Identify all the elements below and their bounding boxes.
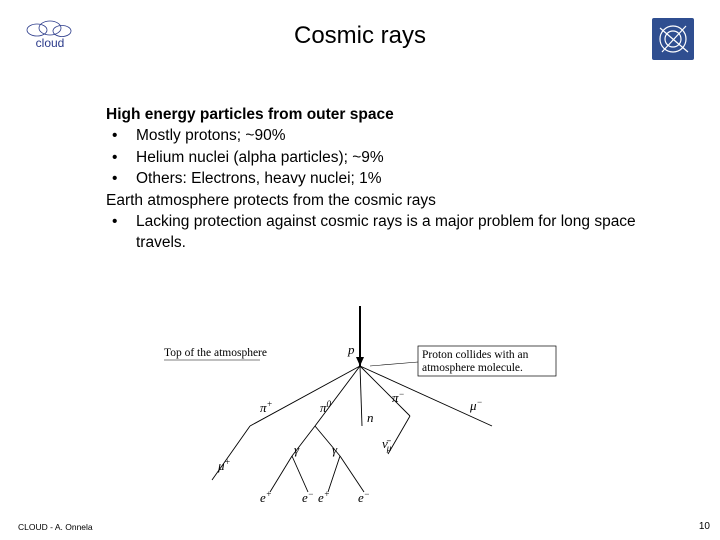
slide-title: Cosmic rays — [0, 22, 720, 50]
svg-text:e−: e− — [358, 489, 370, 505]
diagram-label-right-1: Proton collides with an — [422, 349, 529, 361]
svg-text:μ+: μ+ — [217, 457, 231, 473]
heading-2: Earth atmosphere protects from the cosmi… — [106, 190, 656, 211]
diagram-label-left: Top of the atmosphere — [164, 347, 267, 359]
svg-text:e+: e+ — [260, 489, 272, 505]
svg-text:γ: γ — [294, 442, 300, 457]
page-number: 10 — [699, 521, 710, 532]
svg-text:μ−: μ− — [469, 397, 483, 413]
cern-logo — [652, 18, 694, 60]
cosmic-ray-diagram: Top of the atmosphere Proton collides wi… — [160, 306, 560, 508]
svg-text:π−: π− — [392, 389, 405, 405]
svg-text:e+: e+ — [318, 489, 330, 505]
bullet-item: •Lacking protection against cosmic rays … — [106, 211, 656, 254]
svg-text:ν̄μ: ν̄μ — [382, 436, 392, 453]
bullet-item: •Others: Electrons, heavy nuclei; 1% — [106, 168, 656, 189]
svg-text:π0: π0 — [320, 399, 332, 415]
header: cloud Cosmic rays — [0, 0, 720, 56]
bullet-item: •Mostly protons; ~90% — [106, 125, 656, 146]
svg-text:e−: e− — [302, 489, 314, 505]
svg-text:p: p — [347, 342, 355, 357]
svg-text:n: n — [367, 410, 374, 425]
footer-author: CLOUD - A. Onnela — [18, 522, 93, 532]
bullet-item: •Helium nuclei (alpha particles); ~9% — [106, 147, 656, 168]
svg-text:γ: γ — [332, 442, 338, 457]
body-text: High energy particles from outer space •… — [106, 104, 656, 254]
diagram-label-right-2: atmosphere molecule. — [422, 362, 523, 374]
slide: cloud Cosmic rays High energy particles … — [0, 0, 720, 540]
svg-text:π+: π+ — [260, 399, 273, 415]
heading-1: High energy particles from outer space — [106, 104, 656, 125]
